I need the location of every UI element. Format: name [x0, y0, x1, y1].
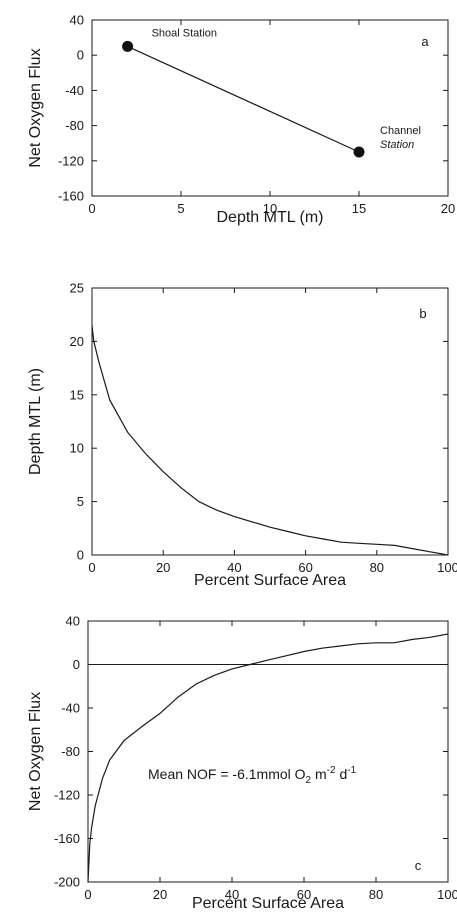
- y-tick-label: -80: [65, 118, 84, 133]
- y-tick-label: 0: [73, 657, 80, 672]
- y-tick-label: 25: [70, 281, 84, 296]
- x-tick-label: 40: [227, 560, 241, 575]
- y-axis-title: Net Oxygen Flux: [27, 692, 44, 811]
- y-tick-label: 40: [66, 614, 80, 629]
- mean-nof-part-0: Mean NOF = -6.1mmol O: [148, 766, 306, 782]
- panel-letter: c: [415, 858, 422, 873]
- data-point: [122, 40, 134, 52]
- series-line: [91, 325, 449, 556]
- mean-nof-part-1: 2: [306, 775, 312, 786]
- y-axis-title: Net Oxygen Flux: [27, 48, 44, 167]
- x-tick-label: 0: [88, 201, 95, 216]
- panel-a: 0 5 10 15 20 40 0 -40 -80 -120 -160 Depth MTL (m) Ne…: [27, 13, 455, 227]
- y-axis-title: Depth MTL (m): [27, 368, 44, 475]
- series-line: [127, 45, 360, 153]
- y-tick-label: -120: [58, 153, 84, 168]
- y-tick-label: 0: [77, 548, 84, 563]
- y-tick-label: 40: [70, 13, 84, 28]
- y-tick-label: -200: [54, 875, 80, 890]
- x-tick-label: 60: [298, 560, 312, 575]
- y-tick-label: -160: [54, 831, 80, 846]
- annotation-channel: Channel: [380, 125, 421, 137]
- plot-frame: [91, 19, 449, 197]
- y-tick-label: -80: [61, 744, 80, 759]
- plot-frame: [91, 287, 449, 556]
- y-tick-label: 10: [70, 441, 84, 456]
- annotation-station: Station: [380, 139, 414, 151]
- panel-b: 0 20 40 60 80 100 25 20 15 10 5 0 Percent Surface Ar…: [27, 281, 457, 590]
- mean-nof-annotation: Mean NOF = -6.1mmol O2 m-2 d-1: [148, 765, 357, 786]
- x-tick-label: 20: [153, 887, 167, 902]
- x-tick-label: 0: [84, 887, 91, 902]
- x-tick-label: 100: [437, 887, 457, 902]
- x-axis-title: Percent Surface Area: [194, 572, 346, 589]
- x-tick-label: 40: [225, 887, 239, 902]
- x-tick-label: 15: [352, 201, 366, 216]
- series-line: [87, 633, 449, 883]
- y-tick-label: -120: [54, 788, 80, 803]
- y-tick-label: 5: [77, 494, 84, 509]
- y-tick-label: 15: [70, 387, 84, 402]
- y-tick-label: 0: [77, 48, 84, 63]
- y-tick-label: -40: [65, 83, 84, 98]
- x-tick-label: 0: [88, 560, 95, 575]
- x-axis-title: Depth MTL (m): [217, 209, 324, 226]
- y-tick-label: -160: [58, 189, 84, 204]
- x-axis-title: Percent Surface Area: [192, 895, 344, 912]
- panel-c: 0 20 40 60 80 100 40 0 -40 -80 -120 -160 -200 Percent…: [27, 614, 457, 912]
- mean-nof-part-4: d: [336, 766, 348, 782]
- x-tick-label: 20: [441, 201, 455, 216]
- panel-letter: a: [421, 34, 429, 49]
- x-tick-label: 10: [263, 201, 277, 216]
- y-tick-label: 20: [70, 334, 84, 349]
- annotation-shoal-station: Shoal Station: [152, 27, 217, 39]
- y-tick-label: -40: [61, 701, 80, 716]
- mean-nof-part-3: -2: [327, 765, 336, 776]
- x-tick-label: 80: [369, 887, 383, 902]
- x-tick-label: 20: [156, 560, 170, 575]
- x-tick-label: 5: [177, 201, 184, 216]
- x-tick-label: 80: [370, 560, 384, 575]
- x-tick-label: 100: [437, 560, 457, 575]
- mean-nof-part-2: m: [311, 766, 327, 782]
- x-tick-label: 60: [297, 887, 311, 902]
- mean-nof-part-5: -1: [347, 765, 356, 776]
- data-point: [353, 146, 365, 158]
- panel-letter: b: [419, 306, 426, 321]
